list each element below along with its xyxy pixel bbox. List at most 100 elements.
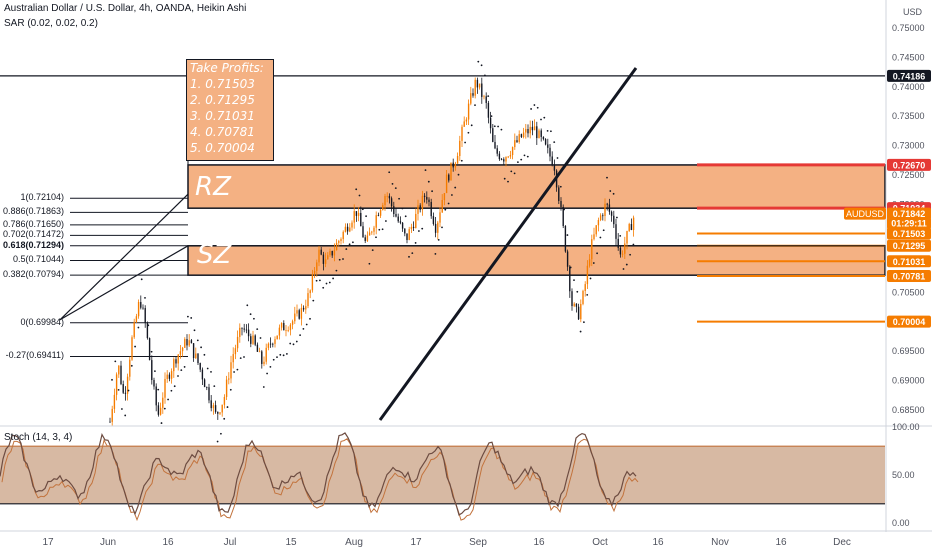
sar-dot	[124, 414, 127, 417]
candle-body	[113, 394, 116, 409]
price-label-bg	[887, 227, 931, 240]
candle-body	[531, 126, 534, 131]
candle-body	[335, 242, 338, 251]
candle-body	[388, 195, 391, 199]
candle-body	[542, 136, 545, 140]
candle-body	[549, 147, 551, 157]
candle-body	[313, 270, 316, 275]
candle-body	[518, 134, 520, 142]
sar-dot	[493, 125, 496, 128]
price-label: 0.70004	[893, 317, 926, 327]
candle-body	[162, 397, 164, 408]
candle-body	[256, 344, 259, 352]
candle-body	[135, 316, 138, 322]
sar-dot	[305, 323, 308, 326]
candle-body	[410, 226, 413, 230]
candle-body	[417, 205, 419, 214]
sar-dot	[352, 241, 354, 244]
time-tick-label: 16	[162, 537, 174, 548]
sar-dot	[163, 407, 166, 410]
stoch-tick-label: 50.00	[892, 470, 915, 480]
candle-body	[124, 392, 127, 394]
candle-body	[318, 249, 320, 263]
price-label-bg	[887, 269, 931, 282]
currency-label: USD	[903, 7, 923, 17]
candle-body	[602, 215, 604, 217]
candle-body	[582, 290, 584, 304]
sar-dot	[355, 188, 358, 191]
candle-body	[525, 128, 527, 133]
sar-dot	[404, 215, 407, 218]
candle-body	[241, 327, 243, 329]
sar-dot	[385, 220, 387, 222]
time-tick-label: Oct	[592, 537, 608, 548]
candle-body	[190, 340, 193, 344]
candle-body	[146, 322, 149, 339]
sar-dot	[375, 236, 377, 239]
fib-level-label: 0.618(0.71294)	[2, 239, 64, 250]
sar-dot	[130, 364, 133, 367]
price-tick-label: 0.73500	[892, 111, 925, 121]
sar-dot	[121, 408, 123, 410]
candle-body	[509, 155, 512, 157]
candle-body	[280, 323, 283, 328]
candle-body	[613, 215, 615, 225]
candle-body	[426, 196, 428, 200]
candle-body	[428, 199, 430, 202]
candle-body	[355, 211, 358, 216]
candle-body	[331, 251, 333, 256]
candle-body	[421, 195, 424, 210]
candle-body	[188, 340, 190, 346]
candle-body	[329, 251, 331, 256]
trend-line	[378, 67, 638, 421]
candle-body	[463, 121, 465, 127]
fib-level-label: 0.382(0.70794)	[2, 269, 64, 280]
candle-body	[243, 328, 245, 330]
candle-body	[628, 224, 630, 232]
sar-dot	[464, 141, 466, 144]
candle-body	[395, 214, 397, 217]
candle-body	[338, 240, 340, 243]
candle-body	[157, 405, 160, 415]
price-tick-label: 0.74000	[892, 82, 925, 92]
candle-body	[432, 216, 435, 224]
candle-body	[111, 408, 113, 422]
candle-body	[419, 205, 421, 210]
candle-body	[599, 215, 602, 221]
sar-dot	[424, 169, 427, 171]
sar-dot	[477, 60, 480, 63]
sar-layer	[111, 60, 635, 443]
sar-dot	[358, 194, 361, 197]
candle-body	[624, 243, 626, 254]
candle-body	[192, 343, 195, 359]
sar-dot	[586, 293, 589, 296]
sar-dot	[523, 154, 526, 157]
sar-dot	[236, 368, 239, 371]
sar-dot	[622, 268, 625, 270]
candle-body	[179, 351, 182, 355]
candle-body	[516, 140, 518, 142]
sar-dot	[229, 388, 232, 391]
take-profits-box: Take Profits: 1. 0.71503 2. 0.71295 3. 0…	[186, 59, 274, 161]
take-profit-1: 1. 0.71503	[190, 77, 255, 91]
price-label: 0.71503	[893, 229, 926, 239]
candle-body	[300, 307, 303, 319]
sar-dot	[147, 324, 150, 327]
sar-dot	[500, 128, 503, 131]
sar-dot	[576, 290, 579, 293]
candle-body	[494, 141, 496, 149]
sar-dot	[401, 207, 404, 210]
candle-body	[465, 119, 468, 122]
sar-dot	[381, 228, 384, 231]
sar-dot	[193, 329, 196, 332]
candle-body	[507, 156, 509, 158]
sar-dot	[388, 171, 391, 174]
sar-dot	[220, 432, 222, 435]
candle-body	[175, 359, 177, 364]
sar-dot	[292, 343, 295, 346]
candle-body	[307, 293, 309, 307]
candle-body	[305, 306, 307, 310]
time-tick-label: Jun	[100, 537, 116, 548]
candle-body	[221, 404, 223, 413]
